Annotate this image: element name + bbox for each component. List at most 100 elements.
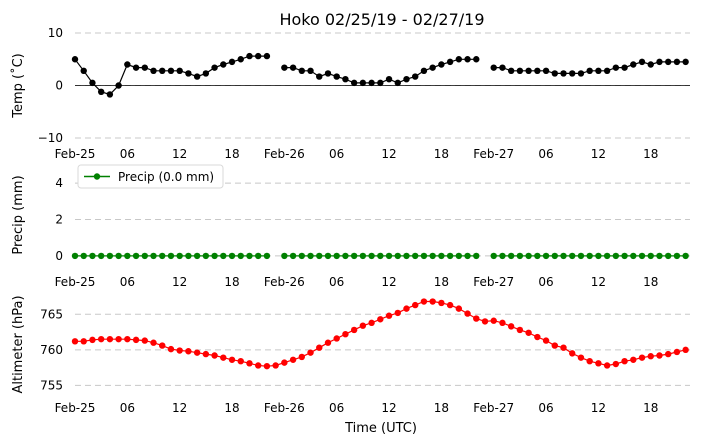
altimeter-data-point xyxy=(647,353,654,360)
precipitation-data-point xyxy=(350,252,358,260)
altimeter-data-point xyxy=(324,339,332,346)
temperature-data-point xyxy=(132,64,140,71)
altimeter-data-point xyxy=(403,305,410,312)
precipitation-data-point xyxy=(97,252,105,260)
temperature-data-point xyxy=(220,61,227,68)
altimeter-series-line xyxy=(75,300,686,367)
precipitation-data-point xyxy=(516,252,524,260)
temperature-data-point xyxy=(499,64,506,71)
altimeter-data-point xyxy=(350,326,358,334)
precipitation-data-point xyxy=(569,252,576,260)
altimeter-data-point xyxy=(481,318,489,325)
temperature-data-point xyxy=(516,67,524,75)
altimeter-data-point xyxy=(150,339,157,346)
temperature-data-point xyxy=(124,61,131,68)
temperature-x-tick-label: Feb-27 xyxy=(473,147,514,161)
altimeter-data-point xyxy=(542,337,550,344)
temperature-data-point xyxy=(403,76,410,83)
altimeter-data-point xyxy=(272,362,279,369)
altimeter-data-point xyxy=(342,331,349,338)
temperature-data-point xyxy=(150,67,157,75)
precipitation-data-point xyxy=(647,252,654,260)
precipitation-legend: Precip (0.0 mm) xyxy=(77,164,224,189)
altimeter-data-point xyxy=(586,357,593,365)
temperature-data-point xyxy=(551,70,558,77)
temperature-data-point xyxy=(167,67,175,75)
temperature-series-line xyxy=(74,55,267,96)
precipitation-y-tick-label: 4 xyxy=(55,176,63,190)
altimeter-x-tick-label: 12 xyxy=(172,401,187,415)
temperature-data-point xyxy=(176,67,183,75)
precipitation-data-point xyxy=(150,252,157,260)
temperature-data-point xyxy=(394,79,401,87)
precipitation-data-point xyxy=(429,252,436,260)
precipitation-x-tick-label: Feb-27 xyxy=(473,275,514,289)
altimeter-data-point xyxy=(159,342,166,349)
altimeter-data-point xyxy=(141,337,148,344)
precipitation-data-point xyxy=(115,252,122,260)
temperature-data-point xyxy=(237,56,244,63)
legend-box xyxy=(77,164,224,189)
precipitation-x-tick-label: 12 xyxy=(591,275,606,289)
precipitation-data-point xyxy=(438,252,445,260)
temperature-data-point xyxy=(385,76,393,83)
temperature-data-point xyxy=(525,67,532,75)
temperature-data-point xyxy=(464,56,471,63)
temperature-data-point xyxy=(263,52,271,60)
temperature-data-point xyxy=(586,67,593,75)
altimeter-x-tick-label: 18 xyxy=(434,401,449,415)
altimeter-data-point xyxy=(307,349,314,356)
temperature-data-point xyxy=(534,67,541,75)
temperature-data-point xyxy=(473,56,480,63)
altimeter-data-point xyxy=(132,336,140,344)
altimeter-data-point xyxy=(185,348,192,355)
temperature-data-point xyxy=(664,58,672,66)
temperature-data-point xyxy=(246,52,253,60)
precipitation-data-point xyxy=(682,252,689,260)
altimeter-data-point xyxy=(630,356,637,363)
altimeter-data-point xyxy=(211,352,218,359)
temperature-x-tick-label: Feb-25 xyxy=(55,147,96,161)
precipitation-data-point xyxy=(403,252,410,260)
precipitation-data-point xyxy=(307,252,314,260)
altimeter-data-point xyxy=(124,335,131,343)
precipitation-data-point xyxy=(673,252,681,260)
altimeter-x-tick-label: Feb-27 xyxy=(473,401,514,415)
temperature-data-point xyxy=(159,67,166,75)
temperature-data-point xyxy=(298,67,306,75)
precipitation-data-point xyxy=(316,252,323,260)
temperature-data-point xyxy=(80,67,87,75)
precipitation-data-point xyxy=(132,252,140,260)
altimeter-data-point xyxy=(499,319,506,327)
precipitation-data-point xyxy=(507,252,515,260)
altimeter-data-point xyxy=(464,310,471,317)
temperature-data-point xyxy=(254,52,262,60)
precipitation-data-point xyxy=(141,252,148,260)
altimeter-x-tick-label: 18 xyxy=(224,401,239,415)
precipitation-x-tick-label: 06 xyxy=(329,275,344,289)
temperature-data-point xyxy=(429,64,436,71)
precipitation-data-point xyxy=(560,252,567,260)
precipitation-data-point xyxy=(577,252,585,260)
precipitation-data-point xyxy=(298,252,306,260)
precipitation-y-tick-label: 0 xyxy=(55,249,63,263)
altimeter-data-point xyxy=(359,322,367,329)
temperature-data-point xyxy=(97,88,105,96)
altimeter-y-tick-label: 760 xyxy=(40,343,63,357)
precipitation-x-tick-label: 18 xyxy=(643,275,658,289)
altimeter-x-tick-label: 18 xyxy=(643,401,658,415)
temperature-x-tick-label: 18 xyxy=(224,147,239,161)
temperature-data-point xyxy=(420,67,428,75)
precipitation-data-point xyxy=(359,252,367,260)
altimeter-data-point xyxy=(455,305,463,312)
precipitation-x-tick-label: 06 xyxy=(538,275,553,289)
temperature-data-point xyxy=(446,58,454,66)
temperature-data-point xyxy=(106,91,114,98)
altimeter-data-point xyxy=(377,316,384,323)
temperature-data-point xyxy=(560,70,567,77)
precipitation-x-tick-label: 12 xyxy=(172,275,187,289)
temperature-data-point xyxy=(377,79,384,87)
temperature-x-tick-label: 06 xyxy=(120,147,135,161)
altimeter-data-point xyxy=(281,359,288,366)
temperature-data-point xyxy=(577,70,585,77)
